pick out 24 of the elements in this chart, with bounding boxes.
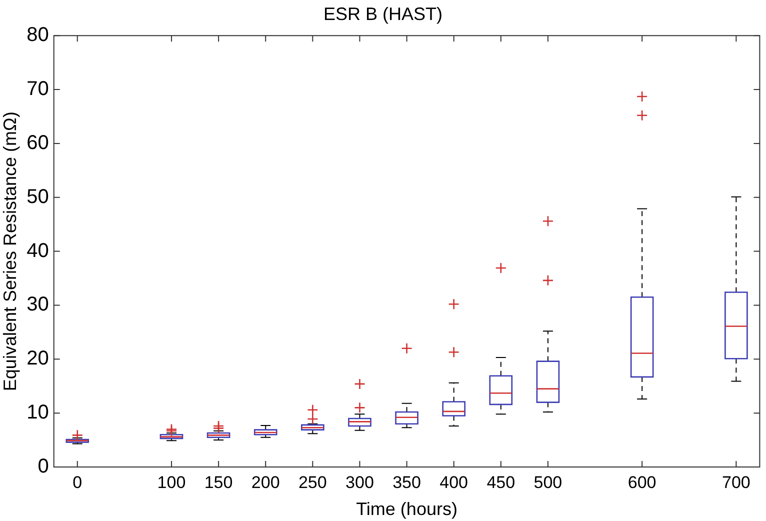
x-axis-title: Time (hours) — [356, 499, 458, 520]
x-tick-label: 200 — [251, 472, 280, 492]
y-tick-label: 40 — [26, 240, 49, 262]
y-tick-label: 80 — [26, 24, 49, 46]
y-tick-label: 10 — [26, 402, 49, 424]
y-tick-label: 60 — [26, 132, 49, 154]
y-tick-label: 20 — [26, 348, 49, 370]
x-tick-label: 250 — [298, 472, 327, 492]
y-tick-label: 30 — [26, 294, 49, 316]
y-tick-label: 0 — [38, 456, 49, 478]
x-tick-label: 600 — [628, 472, 656, 492]
x-tick-label: 150 — [204, 472, 233, 492]
x-tick-label: 700 — [722, 472, 750, 492]
x-tick-label: 400 — [440, 472, 468, 492]
x-tick-label: 0 — [72, 472, 82, 492]
x-tick-label: 300 — [346, 472, 374, 492]
y-tick-label: 70 — [26, 78, 49, 100]
x-tick-label: 350 — [392, 472, 421, 492]
x-tick-label: 450 — [486, 472, 516, 492]
x-tick-label: 100 — [157, 472, 186, 492]
chart-title: ESR B (HAST) — [323, 4, 443, 24]
x-tick-label: 500 — [534, 472, 562, 492]
y-tick-label: 50 — [26, 186, 49, 208]
y-axis-title: Equivalent Series Resistance (mΩ) — [0, 112, 20, 392]
